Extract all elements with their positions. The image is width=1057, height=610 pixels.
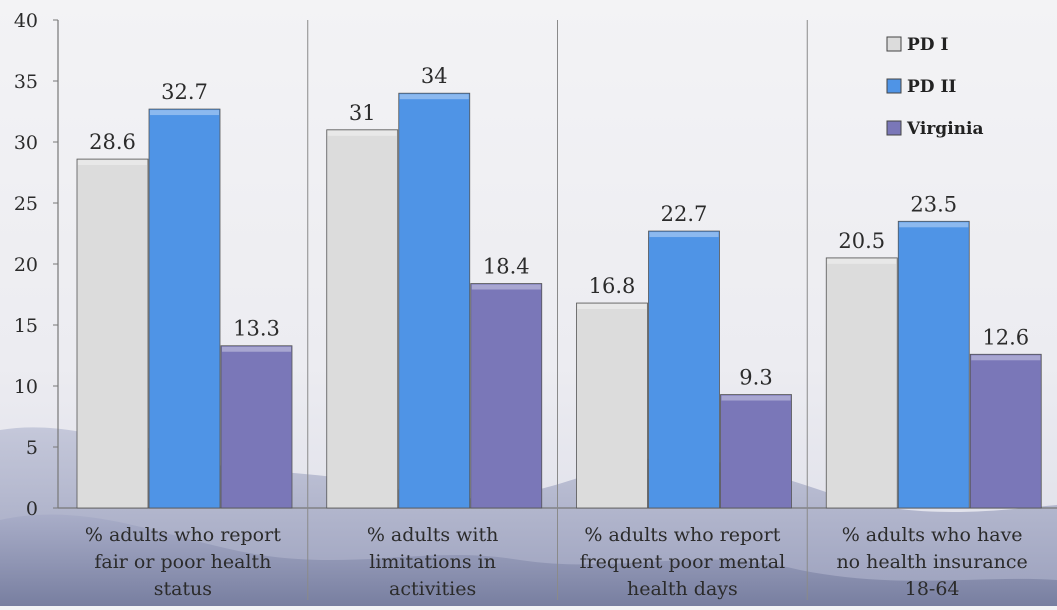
legend-swatch (886, 36, 902, 52)
category-label: status (154, 578, 212, 600)
category-label: % adults who report (584, 524, 780, 546)
bar-highlight (971, 355, 1041, 361)
y-tick-label: 15 (14, 315, 38, 337)
category-label: % adults who have (842, 524, 1023, 546)
data-label: 28.6 (89, 130, 136, 154)
legend: PD I PD II Virginia (886, 35, 983, 139)
data-label: 23.5 (910, 192, 957, 216)
bar (720, 394, 792, 509)
category-label: limitations in (369, 551, 496, 573)
bar (897, 220, 970, 509)
y-tick-label: 25 (14, 193, 38, 215)
y-tick-label: 10 (14, 376, 38, 398)
bar-highlight (78, 160, 147, 166)
legend-label: PD I (907, 35, 948, 55)
bar (220, 345, 293, 509)
legend-label: PD II (907, 77, 956, 97)
bar-highlight (471, 284, 541, 290)
data-label: 9.3 (739, 366, 772, 390)
legend-swatch (886, 120, 902, 136)
bar (148, 108, 221, 509)
data-label: 34 (421, 64, 448, 88)
y-tick-label: 0 (26, 498, 38, 520)
bar-highlight (399, 94, 469, 100)
category-label: % adults with (367, 524, 499, 546)
y-tick-label: 35 (14, 71, 38, 93)
bar (825, 257, 898, 509)
category-label: health days (627, 578, 738, 600)
bar (576, 302, 648, 509)
category-label: activities (389, 578, 476, 600)
data-label: 16.8 (589, 274, 636, 298)
category-label: no health insurance (836, 551, 1027, 573)
bar-highlight (899, 222, 969, 228)
y-tick-label: 20 (14, 254, 38, 276)
bar (76, 158, 149, 509)
bar-highlight (827, 258, 897, 264)
y-tick-label: 30 (14, 132, 38, 154)
category-label: 18-64 (905, 578, 960, 600)
legend-swatch (886, 78, 902, 94)
category-labels: % adults who report fair or poor health st… (85, 524, 1028, 600)
bar (648, 230, 720, 509)
bar-highlight (150, 110, 219, 116)
bar (398, 92, 471, 509)
y-tick-label: 5 (26, 437, 38, 459)
data-label: 12.6 (982, 325, 1029, 349)
bar-highlight (721, 395, 791, 401)
category-label: % adults who report (85, 524, 281, 546)
legend-label: Virginia (906, 119, 983, 139)
data-label: 20.5 (838, 229, 885, 253)
bar-highlight (327, 130, 397, 136)
category-label: frequent poor mental (580, 551, 786, 573)
data-label: 18.4 (483, 255, 530, 279)
y-tick-label: 40 (14, 10, 38, 32)
bar (326, 129, 399, 509)
data-labels: 28.6 32.7 13.3 31 34 18.4 16.8 22.7 9.3 20.5 23.5 1… (89, 64, 1029, 389)
bar-highlight (577, 304, 647, 310)
axis: 0 5 10 15 20 25 30 35 40 (14, 10, 1057, 600)
bar-highlight (222, 346, 291, 352)
data-label: 13.3 (233, 317, 280, 341)
bar (470, 283, 543, 509)
bar (969, 353, 1042, 509)
data-label: 32.7 (161, 80, 208, 104)
data-label: 31 (349, 101, 376, 125)
bars (76, 92, 1042, 509)
bar-highlight (649, 232, 719, 238)
data-label: 22.7 (661, 202, 708, 226)
category-label: fair or poor health (94, 551, 271, 573)
